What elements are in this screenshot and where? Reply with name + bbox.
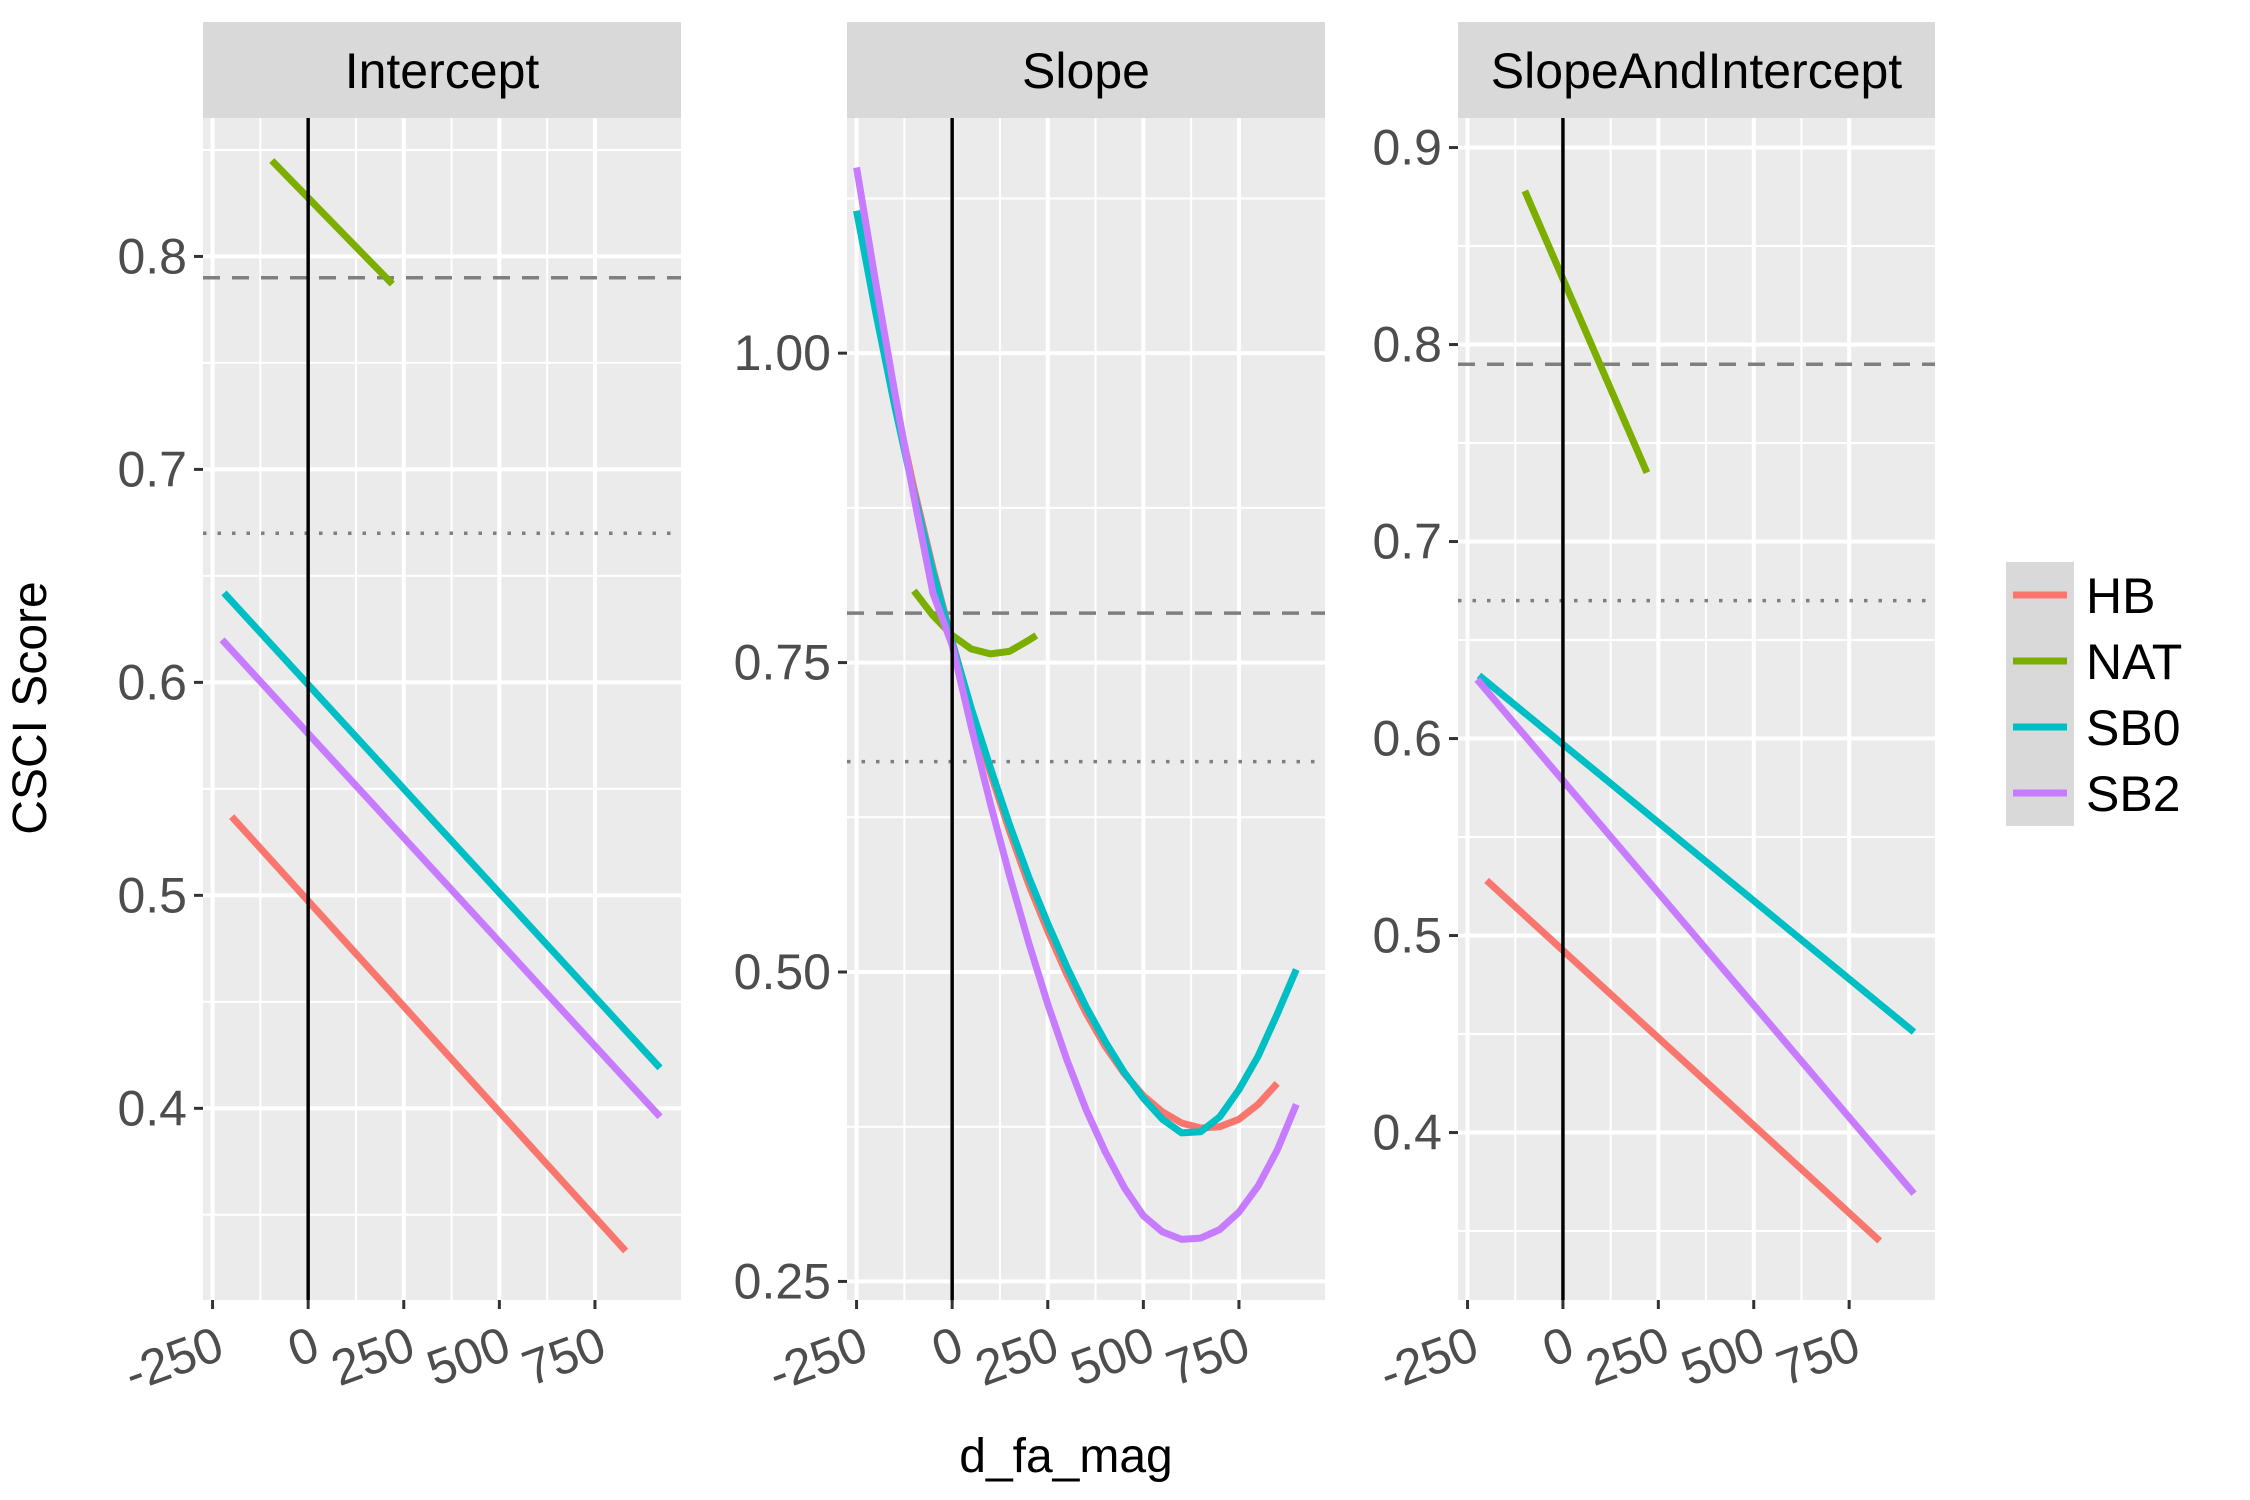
- panel-strip: [847, 22, 1325, 118]
- y-tick-label: 0.5: [1372, 908, 1442, 964]
- series-line-nat: [1521, 189, 1651, 474]
- x-axis-label: d_fa_mag: [959, 1430, 1173, 1483]
- series-line-sb0: [853, 210, 1300, 1137]
- x-tick-label: 250: [968, 1316, 1066, 1397]
- x-tick-label: 0: [1535, 1316, 1580, 1378]
- x-tick-label: 500: [1674, 1316, 1772, 1397]
- series-line-nat: [911, 588, 1039, 658]
- series-line-nat: [269, 158, 395, 287]
- series-line-hb: [229, 814, 629, 1254]
- x-tick-label: -250: [1372, 1316, 1485, 1403]
- panel-strip: [1458, 22, 1935, 118]
- y-tick-label: 0.6: [1372, 711, 1442, 767]
- y-tick-label: 0.50: [734, 944, 831, 1000]
- y-tick-label: 0.4: [117, 1080, 187, 1136]
- panel-slopeandintercept: SlopeAndIntercept 0.4 0.5 0.6 0.7 0.8 0.9 -250 0…: [1372, 22, 1935, 1403]
- legend: HB NAT SB0 SB2: [2006, 562, 2182, 826]
- x-tick-label: 750: [1769, 1316, 1867, 1397]
- panel-background: [847, 118, 1325, 1300]
- x-tick-label: 750: [515, 1316, 613, 1397]
- y-tick-label: 0.9: [1372, 120, 1442, 176]
- y-tick-label: 0.7: [1372, 514, 1442, 570]
- panel-title: Slope: [1022, 43, 1150, 99]
- series-line-sb2: [853, 166, 1300, 1243]
- series-line-hb: [1484, 877, 1883, 1244]
- series-line-sb0: [221, 590, 663, 1071]
- series-line-sb2: [219, 637, 663, 1120]
- x-tick-label: 500: [420, 1316, 518, 1397]
- y-tick-label: 0.7: [117, 441, 187, 497]
- y-tick-label: 0.75: [734, 635, 831, 691]
- legend-label-hb: HB: [2086, 568, 2155, 624]
- x-tick-label: 250: [1579, 1316, 1677, 1397]
- y-axis-label: CSCI Score: [4, 581, 57, 834]
- panel-title: Intercept: [345, 43, 540, 99]
- y-tick-label: 0.5: [117, 867, 187, 923]
- x-tick-label: 0: [925, 1316, 970, 1378]
- panel-strip: [203, 22, 681, 118]
- panel-title: SlopeAndIntercept: [1491, 43, 1903, 99]
- x-tick-label: -250: [117, 1316, 230, 1403]
- legend-label-sb0: SB0: [2086, 700, 2181, 756]
- x-tick-label: 500: [1064, 1316, 1162, 1397]
- y-tick-label: 1.00: [734, 325, 831, 381]
- y-tick-label: 0.8: [1372, 317, 1442, 373]
- series-line-sb2: [1474, 677, 1917, 1196]
- x-tick-label: 250: [324, 1316, 422, 1397]
- y-tick-label: 0.8: [117, 228, 187, 284]
- panel-background: [203, 118, 681, 1300]
- x-tick-label: 0: [281, 1316, 326, 1378]
- panel-background: [1458, 118, 1935, 1300]
- legend-key-background: [2006, 562, 2074, 826]
- y-tick-label: 0.25: [734, 1253, 831, 1309]
- x-tick-label: -250: [761, 1316, 874, 1403]
- legend-label-nat: NAT: [2086, 634, 2182, 690]
- legend-label-sb2: SB2: [2086, 766, 2181, 822]
- series-line-sb0: [1476, 672, 1917, 1035]
- y-tick-label: 0.4: [1372, 1105, 1442, 1161]
- y-tick-label: 0.6: [117, 654, 187, 710]
- x-tick-label: 750: [1159, 1316, 1257, 1397]
